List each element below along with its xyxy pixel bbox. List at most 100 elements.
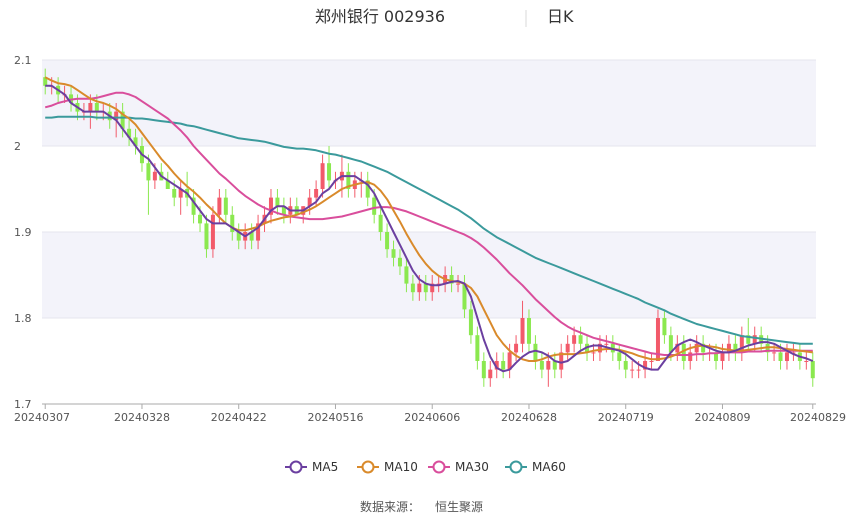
candle <box>630 361 635 379</box>
candle-body <box>281 206 286 215</box>
candle-body <box>643 361 648 370</box>
source-label: 数据来源： <box>360 499 420 514</box>
legend-item-ma10: MA10 <box>357 460 418 474</box>
candle-body <box>178 189 183 198</box>
band-1 <box>42 232 816 318</box>
candle <box>565 335 570 361</box>
candle-body <box>604 343 609 345</box>
candle <box>404 257 409 293</box>
candle <box>120 103 125 138</box>
candle-body <box>204 223 209 250</box>
candle <box>359 171 364 198</box>
candle <box>275 189 280 215</box>
candle <box>468 300 473 344</box>
candle <box>617 343 622 370</box>
candle-body <box>172 189 177 198</box>
candle-body <box>327 163 332 181</box>
candle <box>423 275 428 301</box>
candle-body <box>320 163 325 189</box>
candle-body <box>739 335 744 353</box>
candle <box>268 189 273 224</box>
gridlines <box>42 59 816 405</box>
legend-item-ma60: MA60 <box>505 460 566 474</box>
candle-body <box>714 352 719 361</box>
candle-body <box>436 283 441 285</box>
legend-label: MA5 <box>312 460 338 474</box>
candle-body <box>385 232 390 250</box>
candle <box>281 197 286 224</box>
candle-body <box>501 361 506 370</box>
candle <box>449 266 454 293</box>
candle <box>726 335 731 361</box>
candle-body <box>146 163 151 181</box>
candle-body <box>217 197 222 215</box>
candle <box>739 326 744 361</box>
candle <box>320 154 325 198</box>
candle-body <box>526 318 531 344</box>
candle <box>804 352 809 370</box>
candle-body <box>591 352 596 354</box>
x-tick-label: 20240829 <box>790 411 846 424</box>
candle <box>552 352 557 379</box>
x-tick-label: 20240628 <box>501 411 557 424</box>
candle-body <box>404 266 409 284</box>
candle-body <box>533 343 538 361</box>
candle-body <box>430 283 435 293</box>
legend-item-ma5: MA5 <box>285 460 338 474</box>
candle <box>520 300 525 353</box>
candle-body <box>268 197 273 215</box>
candle-body <box>120 111 125 129</box>
candle <box>397 249 402 275</box>
y-tick-label: 2 <box>14 140 21 153</box>
legend-swatch-marker <box>361 460 375 474</box>
ma30-line <box>44 91 813 356</box>
candle-body <box>43 77 48 86</box>
candle <box>810 352 815 387</box>
candle-body <box>223 197 228 215</box>
candle <box>546 352 551 387</box>
legend-label: MA10 <box>384 460 418 474</box>
candle <box>675 335 680 361</box>
background-bands <box>42 60 816 318</box>
candle <box>591 343 596 361</box>
candle <box>204 214 209 258</box>
candle-body <box>94 103 99 112</box>
candle-body <box>249 232 254 241</box>
chart-title: 郑州银行 002936 <box>315 7 445 26</box>
candle-body <box>617 352 622 361</box>
x-tick-label: 20240422 <box>211 411 267 424</box>
candle-body <box>572 335 577 344</box>
x-tick-label: 20240809 <box>694 411 750 424</box>
candle-body <box>275 197 280 207</box>
candle-body <box>507 352 512 370</box>
candle <box>488 361 493 387</box>
candle-body <box>198 214 203 224</box>
candle <box>662 309 667 344</box>
candle-body <box>365 180 370 198</box>
candle <box>410 275 415 301</box>
candle-body <box>346 171 351 189</box>
candle <box>559 343 564 379</box>
candle-body <box>733 343 738 353</box>
candle-body <box>752 335 757 344</box>
x-tick-label: 20240516 <box>307 411 363 424</box>
candle-body <box>636 369 641 371</box>
y-tick-label: 1.7 <box>14 398 32 411</box>
candle-body <box>578 335 583 344</box>
candle <box>533 335 538 370</box>
candle-body <box>778 352 783 361</box>
candle-body <box>552 361 557 370</box>
x-tick-label: 20240719 <box>598 411 654 424</box>
candle <box>223 189 228 224</box>
source-provider: 恒生聚源 <box>435 500 483 514</box>
candle-body <box>456 283 461 285</box>
period-label: 日K <box>547 7 574 26</box>
candle-body <box>668 335 673 353</box>
candle <box>655 309 660 361</box>
candle <box>578 326 583 353</box>
candle <box>391 240 396 267</box>
candle-body <box>597 343 602 353</box>
candle-body <box>720 352 725 361</box>
